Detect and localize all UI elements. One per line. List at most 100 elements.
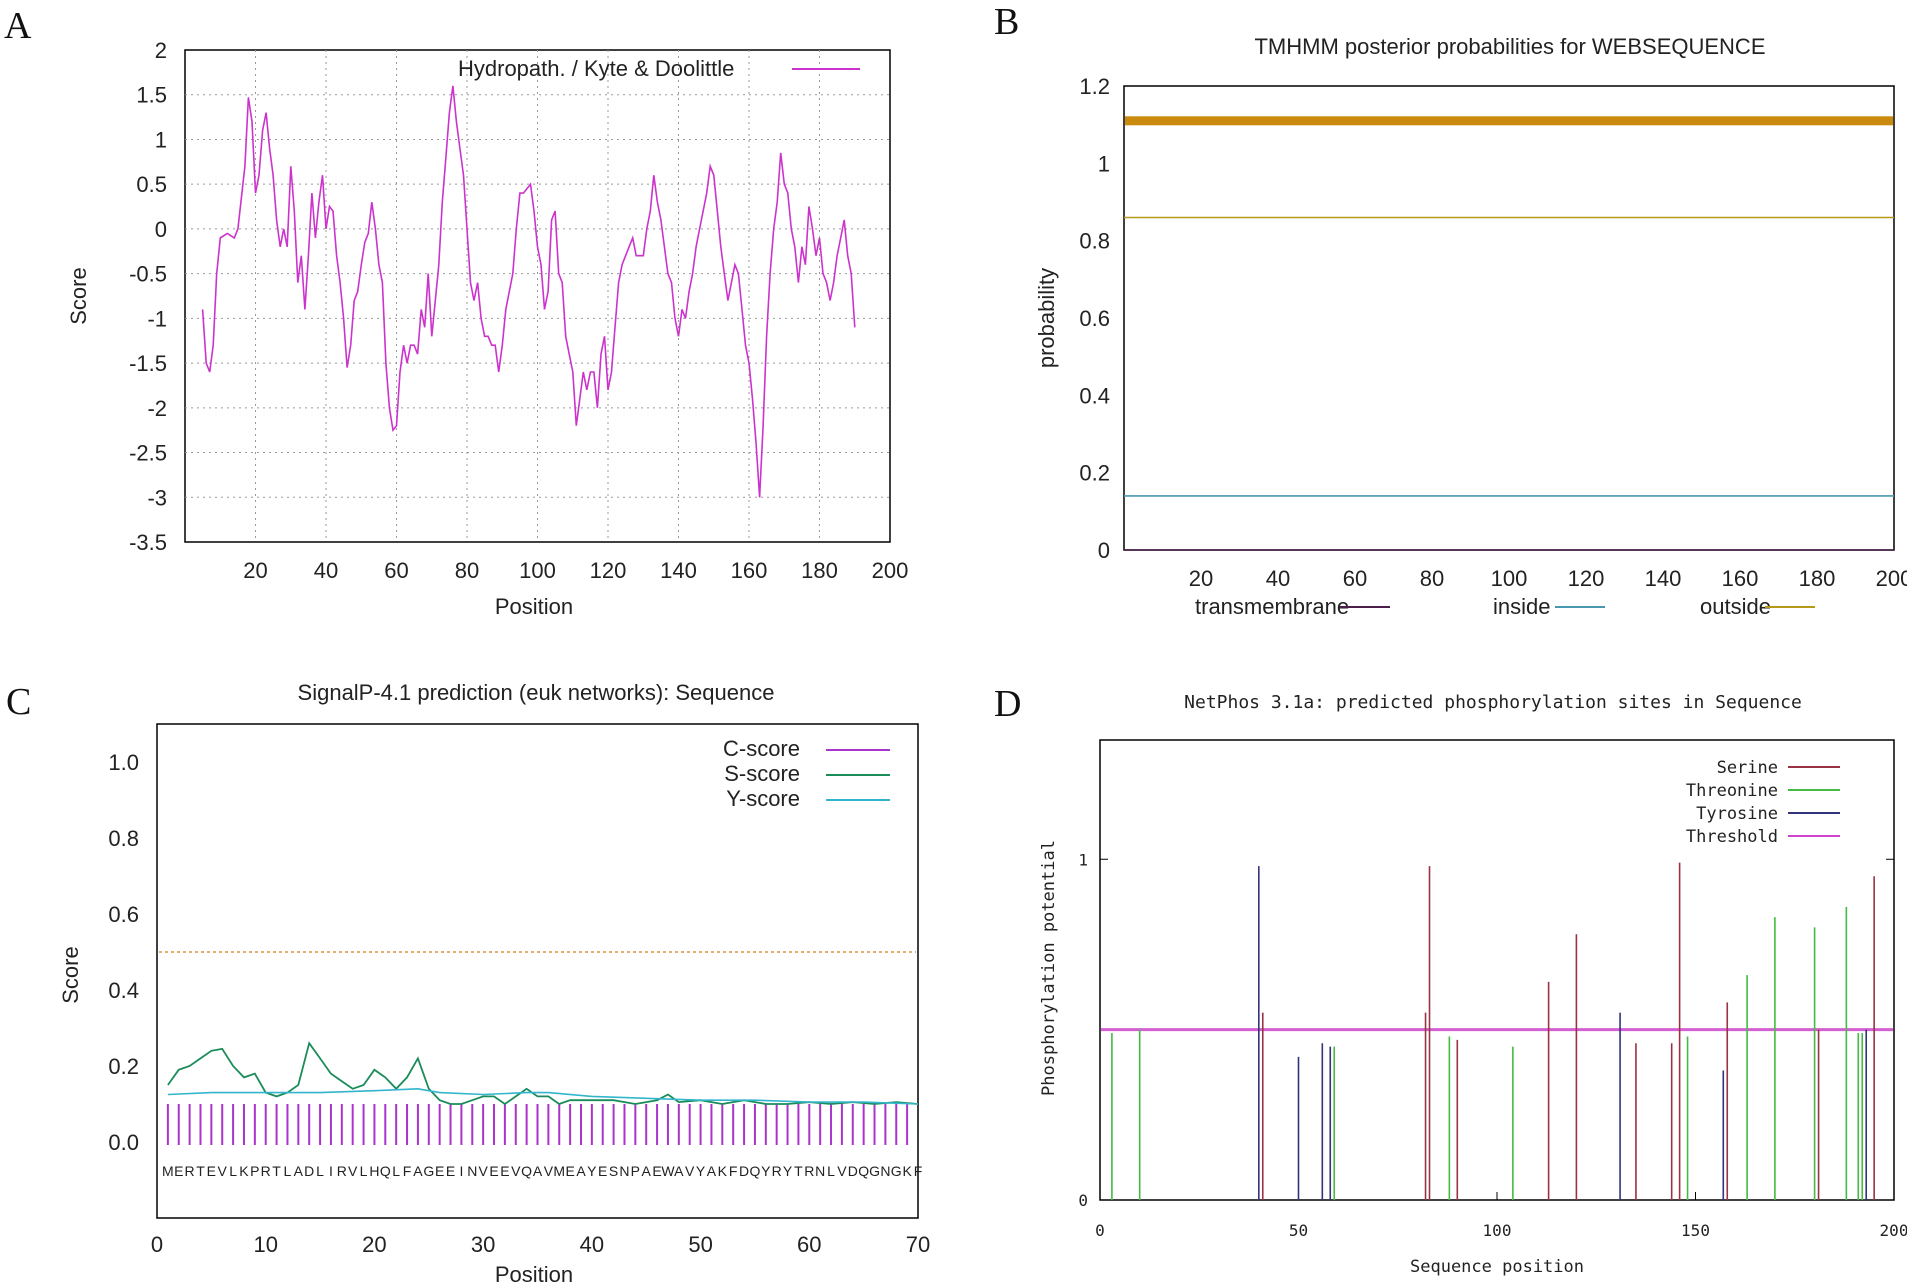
chart-b-ylabel: probability: [1034, 268, 1059, 368]
chart-a-xtick-label: 180: [801, 558, 838, 583]
chart-b-xtick-label: 100: [1491, 566, 1528, 591]
chart-b-ytick-label: 1.2: [1079, 74, 1110, 99]
chart-d-legend-tyrosine: Tyrosine: [1696, 804, 1778, 824]
chart-c-legend-c-score: C-score: [723, 736, 800, 761]
chart-c-sequence-letter: Y: [783, 1163, 793, 1179]
chart-c-sequence-letter: A: [576, 1163, 586, 1179]
chart-c-ytick-label: 0.8: [108, 826, 139, 851]
chart-c-ytick-label: 0.6: [108, 902, 139, 927]
chart-c-sequence-letter: A: [294, 1163, 304, 1179]
panel-label-b: B: [994, 1, 1019, 43]
chart-c-sequence-letter: E: [446, 1163, 455, 1179]
chart-c-sequence-letter: K: [718, 1163, 728, 1179]
chart-c-sequence-letter: W: [661, 1163, 675, 1179]
chart-b-xtick-label: 200: [1876, 566, 1907, 591]
chart-c-yticks: 0.0 0.2 0.4 0.6 0.8 1.0: [108, 750, 139, 1155]
chart-c-xtick-label: 30: [471, 1232, 495, 1257]
chart-d-xlabel: Sequence position: [1410, 1257, 1584, 1277]
chart-a-xtick-label: 100: [519, 558, 556, 583]
chart-d-xticks: 0 50 100 150 200: [1095, 1192, 1907, 1240]
chart-c-sequence-letter: G: [423, 1163, 434, 1179]
chart-c-sequence-letter: K: [239, 1163, 249, 1179]
chart-c-sequence-letter: L: [360, 1163, 368, 1179]
chart-a-ytick-label: 0.5: [136, 172, 167, 197]
chart-c-sequence-letter: D: [304, 1163, 314, 1179]
chart-c-legend-y-score: Y-score: [726, 786, 800, 811]
chart-c-xticks: 0 10 20 30 40 50 60 70: [151, 1232, 930, 1257]
chart-c-sequence-letter: A: [707, 1163, 717, 1179]
panel-label-a: A: [4, 5, 32, 47]
chart-c-sequence-letter: A: [642, 1163, 652, 1179]
chart-c-sequence-letter: T: [794, 1163, 803, 1179]
chart-c-sequence-letter: N: [619, 1163, 629, 1179]
chart-c-sequence-letter: V: [685, 1163, 695, 1179]
chart-c-sequence-letter: P: [250, 1163, 259, 1179]
chart-c-sequence-letter: F: [914, 1163, 923, 1179]
chart-d: NetPhos 3.1a: predicted phosphorylation …: [1039, 692, 1907, 1277]
chart-c-sequence-letter: V: [544, 1163, 554, 1179]
chart-b: TMHMM posterior probabilities for WEBSEQ…: [1034, 34, 1907, 619]
chart-c-sequence-letter: V: [478, 1163, 488, 1179]
chart-a-xtick-label: 200: [872, 558, 909, 583]
chart-a-ytick-label: -2: [147, 396, 167, 421]
chart-d-site-bars: [1111, 862, 1875, 1200]
chart-c-ytick-label: 1.0: [108, 750, 139, 775]
chart-c-sequence-letter: M: [162, 1163, 174, 1179]
chart-c-y-score-line: [167, 1087, 919, 1105]
chart-c-sequence-letter: Q: [521, 1163, 532, 1179]
chart-c-sequence-letter: R: [261, 1163, 271, 1179]
chart-c-sequence-letter: F: [729, 1163, 738, 1179]
chart-c-sequence-letter: L: [284, 1163, 292, 1179]
chart-c-sequence-letter: E: [652, 1163, 661, 1179]
chart-d-yticks: 01: [1078, 850, 1894, 1210]
chart-b-ytick-label: 0.4: [1079, 383, 1110, 408]
chart-a-xtick-label: 120: [590, 558, 627, 583]
chart-c-sequence-letter: K: [902, 1163, 912, 1179]
chart-b-xtick-label: 20: [1189, 566, 1213, 591]
chart-c-sequence-letter: Y: [761, 1163, 771, 1179]
chart-d-xtick-label: 100: [1483, 1221, 1512, 1240]
chart-c-sequence-letter: I: [459, 1163, 463, 1179]
chart-c-sequence-letter: N: [815, 1163, 825, 1179]
chart-b-xtick-label: 80: [1420, 566, 1444, 591]
chart-c-sequence-letter: L: [229, 1163, 237, 1179]
chart-b-xtick-label: 60: [1343, 566, 1367, 591]
chart-c-c-score-bars: [166, 1104, 909, 1145]
chart-b-xtick-label: 120: [1568, 566, 1605, 591]
chart-c-sequence-letter: E: [435, 1163, 444, 1179]
chart-c-s-score-line: [167, 1041, 919, 1106]
chart-c-sequence-letter: A: [413, 1163, 423, 1179]
chart-c-sequence-letter: Q: [380, 1163, 391, 1179]
chart-a-xtick-label: 80: [455, 558, 479, 583]
chart-d-legend-threshold: Threshold: [1686, 827, 1778, 847]
chart-d-xtick-label: 200: [1880, 1221, 1907, 1240]
chart-d-xtick-label: 50: [1289, 1221, 1308, 1240]
chart-d-ylabel: Phosphorylation potential: [1039, 840, 1059, 1096]
chart-c-xlabel: Position: [495, 1262, 573, 1286]
chart-a-grid: [185, 50, 890, 542]
chart-c-ytick-label: 0.2: [108, 1054, 139, 1079]
chart-a-ytick-label: -0.5: [129, 262, 167, 287]
chart-c-xtick-label: 70: [906, 1232, 930, 1257]
chart-c-sequence-letter: L: [827, 1163, 835, 1179]
chart-a: 2 1.5 1 0.5 0 -0.5 -1 -1.5 -2 -2.5 -3 -3.5 20 40 60 80…: [66, 38, 908, 619]
chart-c: SignalP-4.1 prediction (euk networks): S…: [58, 680, 930, 1286]
chart-b-xtick-label: 180: [1799, 566, 1836, 591]
chart-a-xtick-label: 140: [660, 558, 697, 583]
chart-d-title: NetPhos 3.1a: predicted phosphorylation …: [1184, 692, 1802, 713]
chart-a-series-line: [201, 85, 856, 498]
chart-c-sequence-letter: Y: [696, 1163, 706, 1179]
chart-c-sequence-letter: E: [598, 1163, 607, 1179]
chart-a-xtick-label: 60: [384, 558, 408, 583]
chart-c-sequence-letter: P: [631, 1163, 640, 1179]
chart-c-sequence-letter: V: [837, 1163, 847, 1179]
chart-d-xtick-label: 0: [1095, 1221, 1105, 1240]
chart-a-ytick-label: -1: [147, 306, 167, 331]
chart-b-legend-outside: outside: [1700, 594, 1771, 619]
chart-c-sequence-letter: G: [891, 1163, 902, 1179]
chart-c-xtick-label: 40: [580, 1232, 604, 1257]
chart-a-ytick-label: -2.5: [129, 441, 167, 466]
chart-c-sequence-letter: E: [565, 1163, 574, 1179]
